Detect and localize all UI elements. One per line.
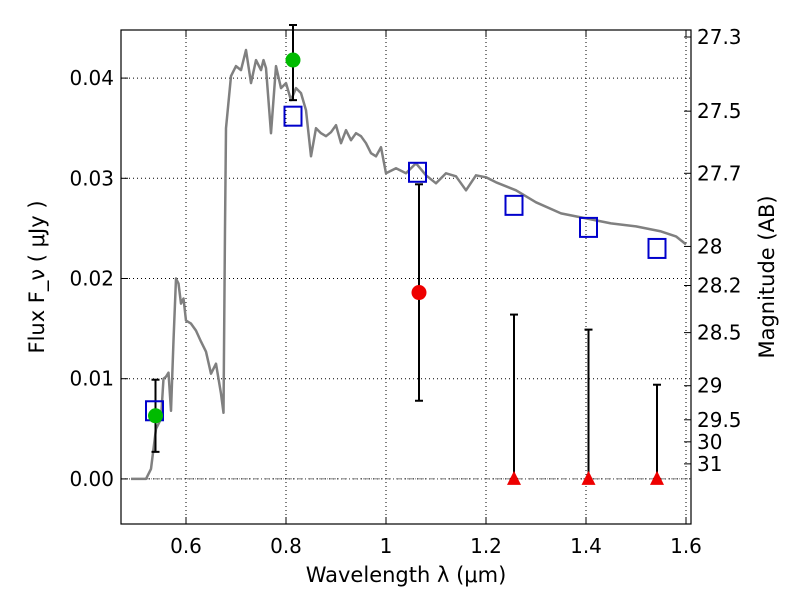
right-tick-label: 28.5 <box>697 321 742 345</box>
right-tick-label: 29.5 <box>697 408 742 432</box>
y-tick-label: 0.01 <box>69 367 114 391</box>
upper-limit-triangle <box>650 470 664 485</box>
x-tick-label: 1.6 <box>670 534 702 558</box>
detection-point-green <box>148 408 163 424</box>
model-sed-layer <box>131 48 687 481</box>
x-axis-label: Wavelength λ (μm) <box>306 563 507 587</box>
y-tick-label: 0.02 <box>69 267 114 291</box>
x-tick-label: 0.6 <box>170 534 202 558</box>
right-tick-label: 29 <box>697 374 722 398</box>
model-sed-line <box>131 48 687 481</box>
right-tick-label: 27.7 <box>697 161 742 185</box>
y-tick-label: 0.00 <box>69 467 114 491</box>
upper-limit-triangle <box>581 470 596 485</box>
right-tick-label: 28.2 <box>697 274 742 298</box>
x-tick-label: 1.2 <box>470 534 502 558</box>
x-tick-label: 0.8 <box>270 534 302 558</box>
upper-limit-triangle <box>507 470 521 485</box>
error-bar-layer <box>151 23 661 480</box>
right-tick-label: 27.5 <box>697 99 742 123</box>
plot-frame <box>120 29 692 525</box>
right-tick-label: 30 <box>697 430 722 454</box>
detection-point-green <box>285 52 301 68</box>
model-photometry-square <box>283 105 303 127</box>
right-tick-label: 31 <box>697 452 722 476</box>
x-tick-label: 1.4 <box>570 534 602 558</box>
right-axis-label: Magnitude (AB) <box>755 195 779 358</box>
grid-layer <box>121 30 691 524</box>
y-tick-label: 0.03 <box>69 166 114 190</box>
x-tick-label: 1 <box>380 534 393 558</box>
right-tick-label: 27.3 <box>697 25 742 49</box>
model-photometry-square <box>504 194 524 216</box>
marker-layer <box>145 52 667 485</box>
y-tick-label: 0.04 <box>69 66 114 90</box>
model-photometry-square <box>579 216 598 238</box>
model-photometry-square <box>408 161 427 183</box>
y-axis-label: Flux F_ν ( μJy ) <box>25 200 50 353</box>
detection-point-red <box>411 285 427 301</box>
model-photometry-square <box>647 237 667 259</box>
tick-layer: 0.6 0.8 1 1.2 1.4 1.6 0.00 0.01 0.02 0.03 0.04 27.3… <box>69 25 741 558</box>
right-tick-label: 28 <box>697 234 722 258</box>
